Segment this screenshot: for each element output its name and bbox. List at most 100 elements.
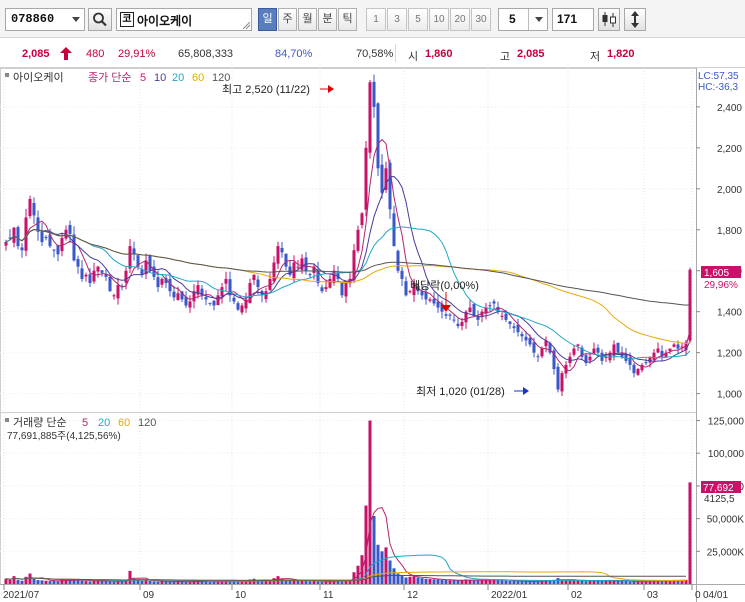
volume-bar — [488, 579, 492, 584]
last-volume-rate: 4125,5 — [704, 494, 735, 505]
candle-body — [164, 277, 168, 284]
resize-grip-icon — [243, 22, 250, 29]
price-legend: 아이오케이 종가 단순 5 10 20 60 120 — [5, 71, 230, 84]
candle-body — [368, 82, 372, 153]
candle-body — [468, 307, 472, 312]
candle-body — [4, 242, 8, 246]
volume-bar — [552, 579, 556, 584]
volume-bar — [328, 580, 332, 584]
candle-body — [600, 352, 604, 361]
volume-bar — [372, 516, 376, 584]
stock-chart[interactable]: 1,0001,2001,4001,6001,8002,0002,2002,400… — [0, 68, 745, 602]
candle-type-button[interactable] — [598, 8, 620, 31]
volume-bar — [588, 580, 592, 584]
candle-body — [144, 260, 148, 275]
volume-bar — [576, 579, 580, 584]
market-badge: 코 — [120, 12, 134, 27]
volume-bar — [108, 581, 112, 584]
vertical-resize-icon — [631, 11, 639, 28]
date-axis: 2021/07 09 10 11 12 2022/01 02 03 0 04/01 — [3, 584, 728, 601]
open-price: 1,860 — [425, 48, 453, 60]
candle-body — [504, 313, 508, 320]
candle-body — [8, 237, 12, 239]
minute-option-1[interactable]: 1 — [366, 8, 386, 31]
arrow-up-icon — [60, 47, 72, 60]
volume-bar — [56, 581, 60, 584]
volume-bar — [36, 580, 40, 584]
date-tick-label: 2021/07 — [3, 590, 40, 601]
volume-bar — [668, 580, 672, 584]
volume-bar — [348, 580, 352, 584]
interval-select[interactable]: 5 — [498, 8, 548, 31]
candle-body — [484, 307, 488, 314]
candle-body — [560, 373, 564, 392]
candle-body — [72, 234, 76, 261]
candle-body — [48, 234, 52, 247]
volume-bar — [260, 580, 264, 584]
volume-bar — [52, 580, 56, 584]
price-legend-name: 아이오케이 — [13, 71, 64, 84]
candle-body — [540, 348, 544, 357]
candle-body — [532, 342, 536, 353]
change-rate: 29,91% — [118, 48, 156, 60]
volume-bar — [92, 580, 96, 584]
candle-body — [76, 259, 80, 267]
volume-bar — [432, 579, 436, 584]
volume-ma-lines — [5, 507, 687, 583]
volume-bar — [404, 577, 408, 584]
candle-body — [664, 352, 668, 358]
candle-body — [108, 276, 112, 292]
volume-bar — [84, 581, 88, 584]
stock-code-input[interactable]: 078860 — [5, 8, 85, 31]
volume-bar — [24, 576, 28, 584]
candle-type-icon — [602, 12, 616, 27]
period-button-minute[interactable]: 분 — [318, 8, 337, 31]
stock-name-field[interactable]: 코 아이오케이 — [116, 8, 252, 31]
interval-value: 5 — [509, 12, 516, 26]
candle-body — [240, 305, 244, 313]
minute-option-30[interactable]: 30 — [471, 8, 491, 31]
volume-bar — [684, 579, 688, 584]
candle-body — [604, 356, 608, 358]
price-legend-ma120: 120 — [212, 72, 230, 84]
volume-bar — [112, 581, 116, 584]
date-tick-label: 02 — [571, 590, 583, 601]
volume-bar — [304, 580, 308, 584]
candle-body — [124, 270, 128, 283]
chevron-down-icon[interactable] — [72, 17, 80, 22]
candle-body — [264, 291, 268, 300]
candle-body — [16, 227, 20, 247]
search-button[interactable] — [88, 8, 112, 31]
chevron-down-icon[interactable] — [535, 17, 543, 22]
volume-bar — [380, 551, 384, 584]
volume-bar — [388, 560, 392, 584]
volume-bar — [324, 581, 328, 584]
volume-bar — [176, 581, 180, 584]
candle-body — [464, 311, 468, 323]
period-button-tick[interactable]: 틱 — [338, 8, 357, 31]
volume-bar — [236, 581, 240, 584]
candle-count-input[interactable]: 171 — [552, 8, 594, 31]
vertical-resize-button[interactable] — [624, 8, 646, 31]
period-button-week[interactable]: 주 — [278, 8, 297, 31]
candle-body — [412, 283, 416, 296]
volume-bar — [412, 576, 416, 584]
period-button-month[interactable]: 월 — [298, 8, 317, 31]
candle-body — [512, 326, 516, 329]
period-button-day[interactable]: 일 — [258, 8, 277, 31]
low-label: 저 — [590, 51, 601, 63]
candle-body — [288, 266, 292, 275]
candle-body — [112, 295, 116, 297]
candle-body — [584, 355, 588, 363]
price-legend-ma5: 5 — [140, 72, 146, 84]
candle-body — [628, 357, 632, 365]
volume-bar — [676, 580, 680, 584]
candle-body — [44, 237, 48, 239]
minute-option-5[interactable]: 5 — [408, 8, 428, 31]
high-annotation: 최고 2,520 (11/22) — [222, 83, 310, 96]
minute-option-20[interactable]: 20 — [450, 8, 470, 31]
volume-bar — [124, 580, 128, 584]
minute-option-3[interactable]: 3 — [387, 8, 407, 31]
minute-option-10[interactable]: 10 — [429, 8, 449, 31]
volume-bar — [616, 580, 620, 584]
